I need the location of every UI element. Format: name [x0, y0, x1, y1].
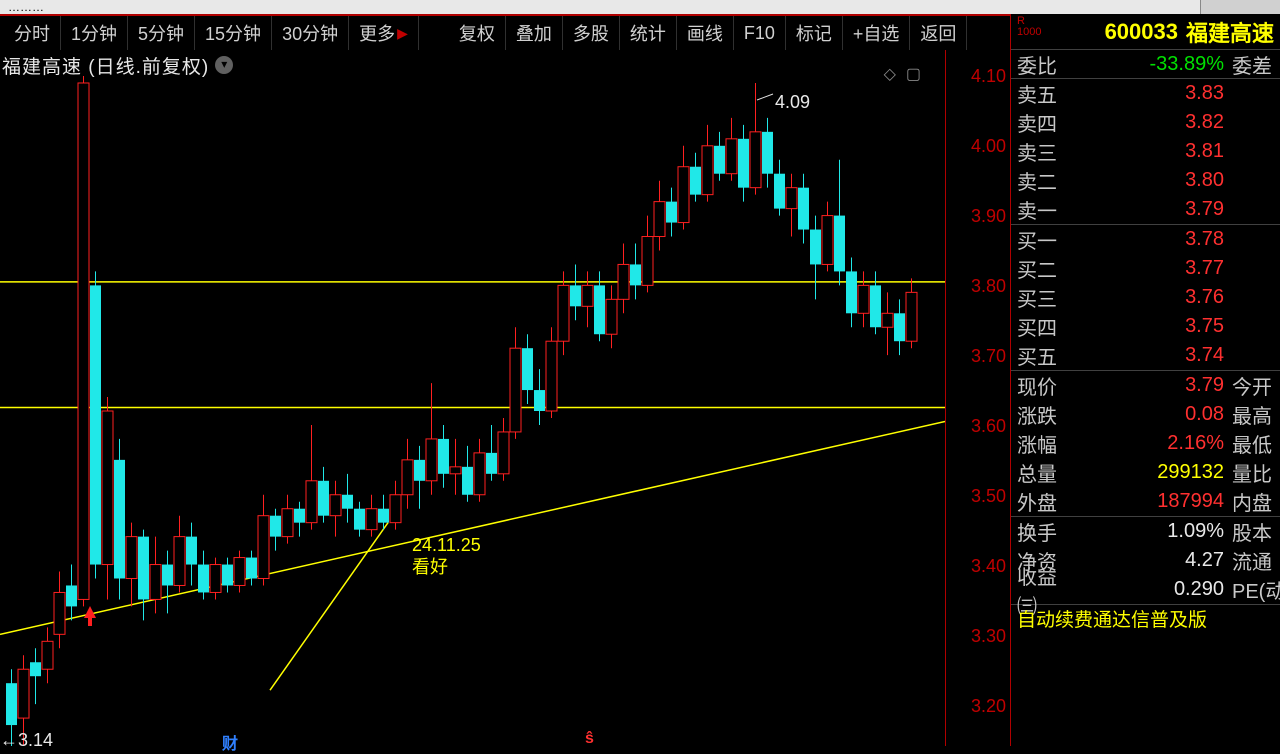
- stock-name: 福建高速: [1186, 16, 1274, 48]
- tool-返回[interactable]: 返回: [910, 16, 967, 50]
- commit-ratio-row: 委比 -33.89% 委差: [1011, 50, 1280, 79]
- ytick: 3.60: [950, 416, 1006, 437]
- renew-banner[interactable]: 自动续费通达信普及版: [1011, 604, 1280, 632]
- r-badge: R1000: [1017, 16, 1041, 38]
- orderbook-row: 总量299132量比: [1011, 458, 1280, 487]
- tool-标记[interactable]: 标记: [786, 16, 843, 50]
- tool-+自选[interactable]: +自选: [843, 16, 911, 50]
- orderbook-row: 卖一3.79: [1011, 195, 1280, 224]
- tool-统计[interactable]: 统计: [620, 16, 677, 50]
- ytick: 3.70: [950, 346, 1006, 367]
- orderbook-row: 买五3.74: [1011, 341, 1280, 370]
- orderbook-row: 卖三3.81: [1011, 137, 1280, 166]
- orderbook-row: 外盘187994内盘: [1011, 487, 1280, 516]
- stock-code: 600033: [1105, 19, 1178, 45]
- orderbook-row: 买一3.78: [1011, 225, 1280, 254]
- orderbook-row: 买三3.76: [1011, 283, 1280, 312]
- tool-F10[interactable]: F10: [734, 16, 786, 50]
- orderbook-row: 卖五3.83: [1011, 79, 1280, 108]
- timeframe-5分钟[interactable]: 5分钟: [128, 16, 195, 50]
- timeframe-1分钟[interactable]: 1分钟: [61, 16, 128, 50]
- timeframe-more[interactable]: 更多▶: [349, 16, 419, 50]
- tool-复权[interactable]: 复权: [449, 16, 506, 50]
- os-titlebar: ………: [0, 0, 1280, 14]
- orderbook-row: 涨跌0.08最高: [1011, 400, 1280, 429]
- timeframe-15分钟[interactable]: 15分钟: [195, 16, 272, 50]
- ytick: 3.30: [950, 626, 1006, 647]
- price-axis: 4.10 4.00 3.90 3.80 3.70 3.60 3.50 3.40 3.30 3.20: [945, 50, 1010, 746]
- orderbook-row: 买二3.77: [1011, 254, 1280, 283]
- orderbook-row: 换手1.09%股本: [1011, 517, 1280, 546]
- orderbook-row: 卖二3.80: [1011, 166, 1280, 195]
- timeframe-30分钟[interactable]: 30分钟: [272, 16, 349, 50]
- chart-badge: ŝ: [585, 730, 594, 748]
- ytick: 3.50: [950, 486, 1006, 507]
- panel-header: R1000 600033 福建高速: [1011, 14, 1280, 50]
- square-icon[interactable]: ▢: [906, 64, 921, 84]
- orderbook-row: 现价3.79今开: [1011, 371, 1280, 400]
- orderbook-row: 收益㈢0.290PE(动: [1011, 575, 1280, 604]
- titlebar-text: ………: [8, 0, 44, 14]
- chart-corner-icons: ◇ ▢: [884, 64, 921, 84]
- orderbook-row: 买四3.75: [1011, 312, 1280, 341]
- ytick: 3.20: [950, 696, 1006, 717]
- timeframe-分时[interactable]: 分时: [4, 16, 61, 50]
- tool-叠加[interactable]: 叠加: [506, 16, 563, 50]
- diamond-icon[interactable]: ◇: [884, 64, 896, 84]
- window-controls[interactable]: [1200, 0, 1280, 14]
- chart-badge: 财: [222, 730, 238, 754]
- ytick: 4.10: [950, 66, 1006, 87]
- ytick: 4.00: [950, 136, 1006, 157]
- tool-画线[interactable]: 画线: [677, 16, 734, 50]
- candlestick-chart[interactable]: ◇ ▢ 4.09 ←3.14 24.11.25看好 财ŝ: [0, 50, 945, 746]
- ytick: 3.80: [950, 276, 1006, 297]
- orderbook-row: 卖四3.82: [1011, 108, 1280, 137]
- tool-多股[interactable]: 多股: [563, 16, 620, 50]
- ytick: 3.40: [950, 556, 1006, 577]
- orderbook-row: 涨幅2.16%最低: [1011, 429, 1280, 458]
- ytick: 3.90: [950, 206, 1006, 227]
- quote-panel: R1000 600033 福建高速 委比 -33.89% 委差 卖五3.83卖四…: [1010, 14, 1280, 746]
